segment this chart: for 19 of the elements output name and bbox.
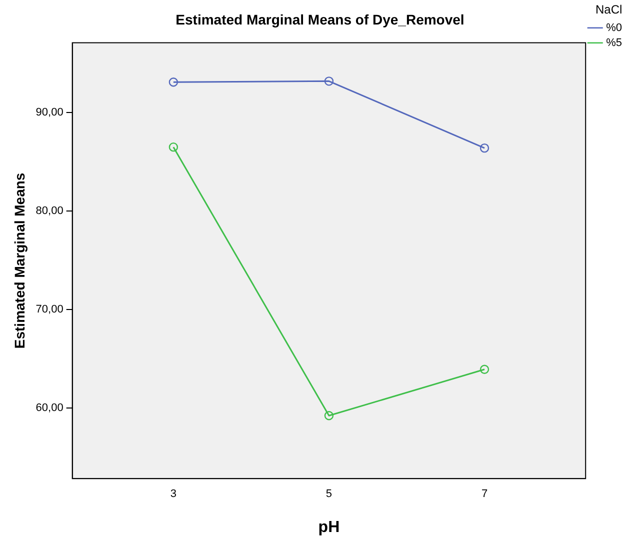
x-tick-label: 3	[170, 488, 176, 500]
legend-label: %0	[606, 22, 622, 34]
point	[324, 411, 334, 420]
point	[324, 76, 334, 86]
y-axis-title: Estimated Marginal Means	[11, 172, 28, 349]
chart-title: Estimated Marginal Means of Dye_Removel	[176, 11, 464, 28]
point	[480, 364, 490, 374]
point	[168, 78, 178, 87]
point	[168, 142, 178, 152]
y-tick-label: 60,00	[36, 402, 64, 414]
x-tick-label: 7	[481, 488, 488, 500]
x-tick-label: 5	[326, 488, 332, 500]
legend-label: %5	[606, 36, 622, 49]
y-tick-label: 80,00	[36, 205, 64, 218]
y-tick-label: 70,00	[36, 303, 64, 316]
point	[480, 143, 490, 153]
y-tick-label: 90,00	[36, 106, 64, 119]
x-axis-title: pH	[318, 518, 340, 536]
legend-title: NaCl	[595, 2, 622, 16]
